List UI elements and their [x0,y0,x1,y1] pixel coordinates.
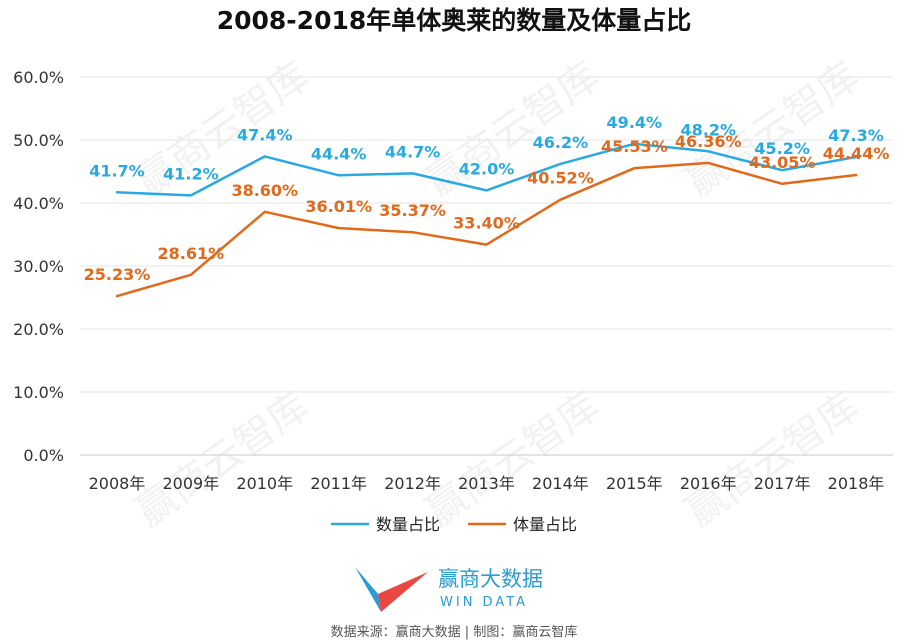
x-tick-label: 2014年 [532,474,589,493]
grid-lines [80,76,893,456]
logo-english-text: WIN DATA [440,595,528,610]
data-labels: 41.7% 41.2% 47.4% 44.4% 44.7% 42.0% 46.2% 49.4%… [84,113,890,284]
data-label: 33.40% [453,214,520,233]
data-label: 44.7% [385,142,441,161]
chart-title: 2008-2018年单体奥莱的数量及体量占比 [217,6,692,35]
data-label: 35.37% [379,201,446,220]
x-tick-label: 2008年 [89,474,146,493]
x-tick-label: 2012年 [384,474,441,493]
x-tick-label: 2013年 [458,474,515,493]
data-label: 36.01% [305,197,372,216]
win-data-logo: 赢商大数据 WIN DATA [355,567,543,612]
y-tick-label: 30.0% [13,257,64,276]
x-tick-label: 2016年 [680,474,737,493]
y-tick-label: 60.0% [13,68,64,87]
y-tick-label: 40.0% [13,194,64,213]
y-tick-label: 20.0% [13,320,64,339]
x-tick-label: 2010年 [236,474,293,493]
data-label: 46.2% [533,133,589,152]
data-label: 45.53% [601,137,668,156]
series-lines [115,142,858,298]
data-label: 47.3% [828,126,884,145]
x-tick-label: 2011年 [310,474,367,493]
x-tick-label: 2017年 [754,474,811,493]
x-tick-label: 2009年 [162,474,219,493]
series-line-volume [115,161,858,298]
data-label: 43.05% [749,153,816,172]
logo-right-wing-icon [378,572,428,612]
data-label: 25.23% [84,265,151,284]
logo-chinese-text: 赢商大数据 [438,567,543,591]
source-note: 数据来源：赢商大数据 | 制图：赢商云智库 [331,624,578,640]
data-label: 38.60% [231,181,298,200]
series-line-quantity [115,142,858,197]
x-axis-ticks: 2008年 2009年 2010年 2011年 2012年 2013年 2014年 2015年… [89,474,885,493]
data-label: 46.36% [675,132,742,151]
y-tick-label: 0.0% [23,446,64,465]
legend-label-volume: 体量占比 [513,515,577,534]
data-label: 28.61% [158,244,225,263]
data-label: 45.2% [754,139,810,158]
y-axis-ticks: 0.0% 10.0% 20.0% 30.0% 40.0% 50.0% 60.0% [13,68,64,465]
data-label: 47.4% [237,125,293,144]
data-label: 49.4% [607,113,663,132]
x-tick-label: 2015年 [606,474,663,493]
y-tick-label: 10.0% [13,383,64,402]
watermark-text: 赢商云智库 [677,383,867,535]
data-label: 44.4% [311,144,367,163]
y-tick-label: 50.0% [13,131,64,150]
watermark-text: 赢商云智库 [127,383,317,535]
data-label: 48.2% [680,120,736,139]
data-label: 40.52% [527,169,594,188]
logo-left-wing-icon [355,567,381,612]
data-label: 41.2% [163,164,219,183]
data-label: 42.0% [459,159,515,178]
legend: 数量占比 体量占比 [331,515,577,534]
data-label: 41.7% [89,161,145,180]
data-label: 44.44% [823,144,890,163]
watermark-text: 赢商云智库 [417,383,607,535]
x-tick-label: 2018年 [828,474,885,493]
legend-label-quantity: 数量占比 [376,515,440,534]
